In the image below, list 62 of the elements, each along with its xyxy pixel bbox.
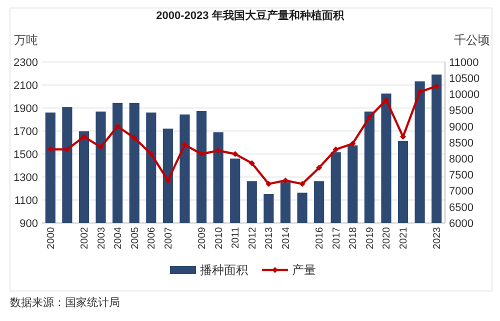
- y2-tick-label: 9500: [449, 105, 474, 118]
- x-tick-label: 2018: [348, 226, 360, 250]
- point: [350, 140, 356, 147]
- x-tick-label: 2023: [432, 226, 444, 250]
- x-tick-label: 2020: [382, 226, 393, 250]
- y2-tick-label: 6000: [449, 218, 474, 230]
- point: [332, 146, 339, 152]
- x-tick-label: 2019: [364, 226, 376, 250]
- legend-label: 产量: [292, 263, 316, 278]
- x-tick-label: 2011: [230, 226, 242, 249]
- y-tick-label: 1300: [14, 172, 38, 184]
- point: [232, 151, 238, 157]
- point: [164, 177, 171, 184]
- point: [383, 96, 390, 103]
- point: [416, 88, 423, 95]
- x-tick-label: 2000: [46, 226, 57, 250]
- y2-tick-label: 7500: [449, 170, 474, 182]
- y-tick-label: 900: [20, 218, 38, 230]
- x-tick-label: 2006: [146, 226, 158, 250]
- x-tick-label: 2005: [130, 226, 141, 250]
- point: [434, 83, 440, 90]
- x-tick-label: 2009: [197, 226, 208, 250]
- y-axis-title: 万吨: [14, 33, 38, 47]
- y2-tick-label: 11000: [449, 56, 479, 69]
- point: [316, 164, 322, 171]
- point: [248, 160, 255, 166]
- y-tick-label: 2100: [14, 80, 38, 92]
- y2-tick-label: 9000: [449, 121, 474, 134]
- y-tick-label: 1500: [14, 148, 38, 161]
- y2-tick-label: 10000: [449, 89, 480, 102]
- y2-tick-label: 7000: [449, 186, 474, 198]
- x-tick-label: 2004: [113, 226, 124, 250]
- point: [366, 114, 372, 120]
- y-tick-label: 1900: [14, 102, 38, 115]
- x-tick-label: 2017: [331, 226, 342, 250]
- x-tick-label: 2016: [314, 226, 326, 250]
- x-tick-label: 2010: [214, 226, 225, 250]
- y2-tick-label: 6500: [449, 202, 474, 214]
- point: [80, 134, 87, 140]
- source-note: 数据来源：国家统计局: [10, 296, 120, 309]
- y-tick-label: 1100: [14, 194, 38, 207]
- y2-tick-label: 10500: [449, 72, 480, 85]
- x-tick-label: 2007: [163, 226, 174, 250]
- point: [131, 134, 138, 141]
- point: [114, 123, 121, 130]
- y2-axis-title: 千公顷: [454, 33, 490, 47]
- x-tick-label: 2013: [264, 226, 276, 250]
- x-tick-label: 2012: [247, 226, 258, 250]
- point: [98, 144, 104, 150]
- x-tick-label: 2003: [96, 226, 108, 250]
- y-tick-label: 2300: [14, 56, 38, 69]
- point: [215, 148, 222, 154]
- y2-tick-label: 8500: [449, 137, 474, 150]
- x-tick-label: 2021: [398, 226, 410, 250]
- x-tick-label: 2002: [79, 226, 90, 250]
- y-tick-label: 1700: [14, 126, 38, 138]
- point: [182, 142, 188, 148]
- chart-title: 2000-2023 年我国大豆产量和种植面积: [156, 9, 345, 22]
- point: [148, 151, 154, 157]
- x-tick-label: 2014: [280, 226, 292, 250]
- y2-tick-label: 8000: [449, 153, 474, 166]
- legend-label: 播种面积: [200, 263, 248, 278]
